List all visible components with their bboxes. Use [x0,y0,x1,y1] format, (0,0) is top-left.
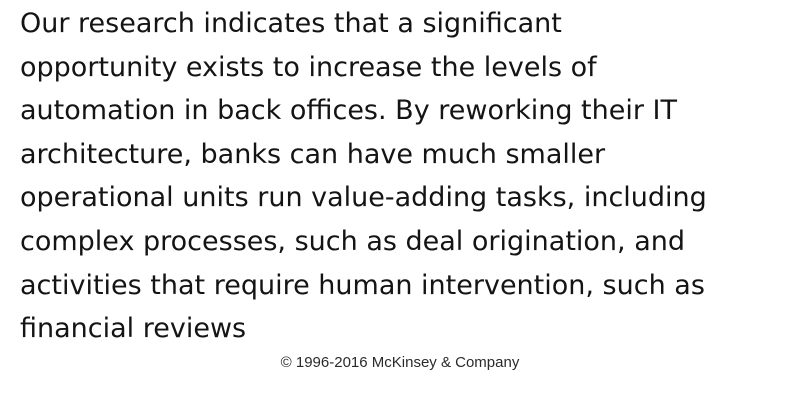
quote-paragraph: Our research indicates that a significan… [20,2,790,351]
quote-line: architecture, banks can have much smalle… [20,138,606,170]
quote-line: opportunity exists to increase the level… [20,51,597,83]
copyright-notice: © 1996-2016 McKinsey & Company [280,354,520,371]
quote-line: Our research indicates that a significan… [20,8,562,39]
quote-line: complex processes, such as deal originat… [20,225,685,257]
quote-line: financial reviews [20,313,247,345]
quote-line: operational units run value-adding tasks… [20,182,707,214]
quote-line: activities that require human interventi… [20,269,705,301]
quote-line: automation in back offices. By reworking… [20,95,677,127]
